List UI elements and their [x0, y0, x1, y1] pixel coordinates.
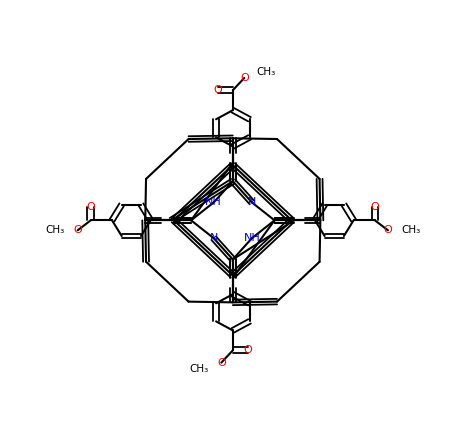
Text: O: O [73, 226, 82, 235]
Text: NH: NH [243, 233, 260, 243]
Text: CH₃: CH₃ [190, 364, 209, 374]
Text: O: O [217, 358, 226, 368]
Text: CH₃: CH₃ [45, 226, 65, 235]
Text: N: N [248, 197, 256, 207]
Text: O: O [243, 345, 252, 356]
Text: N: N [209, 233, 218, 243]
Text: O: O [371, 201, 379, 212]
Text: O: O [214, 85, 223, 95]
Text: CH₃: CH₃ [256, 67, 276, 77]
Text: O: O [86, 201, 95, 212]
Text: CH₃: CH₃ [401, 226, 420, 235]
Text: NH: NH [205, 197, 222, 207]
Text: O: O [240, 73, 248, 83]
Text: O: O [384, 226, 392, 235]
